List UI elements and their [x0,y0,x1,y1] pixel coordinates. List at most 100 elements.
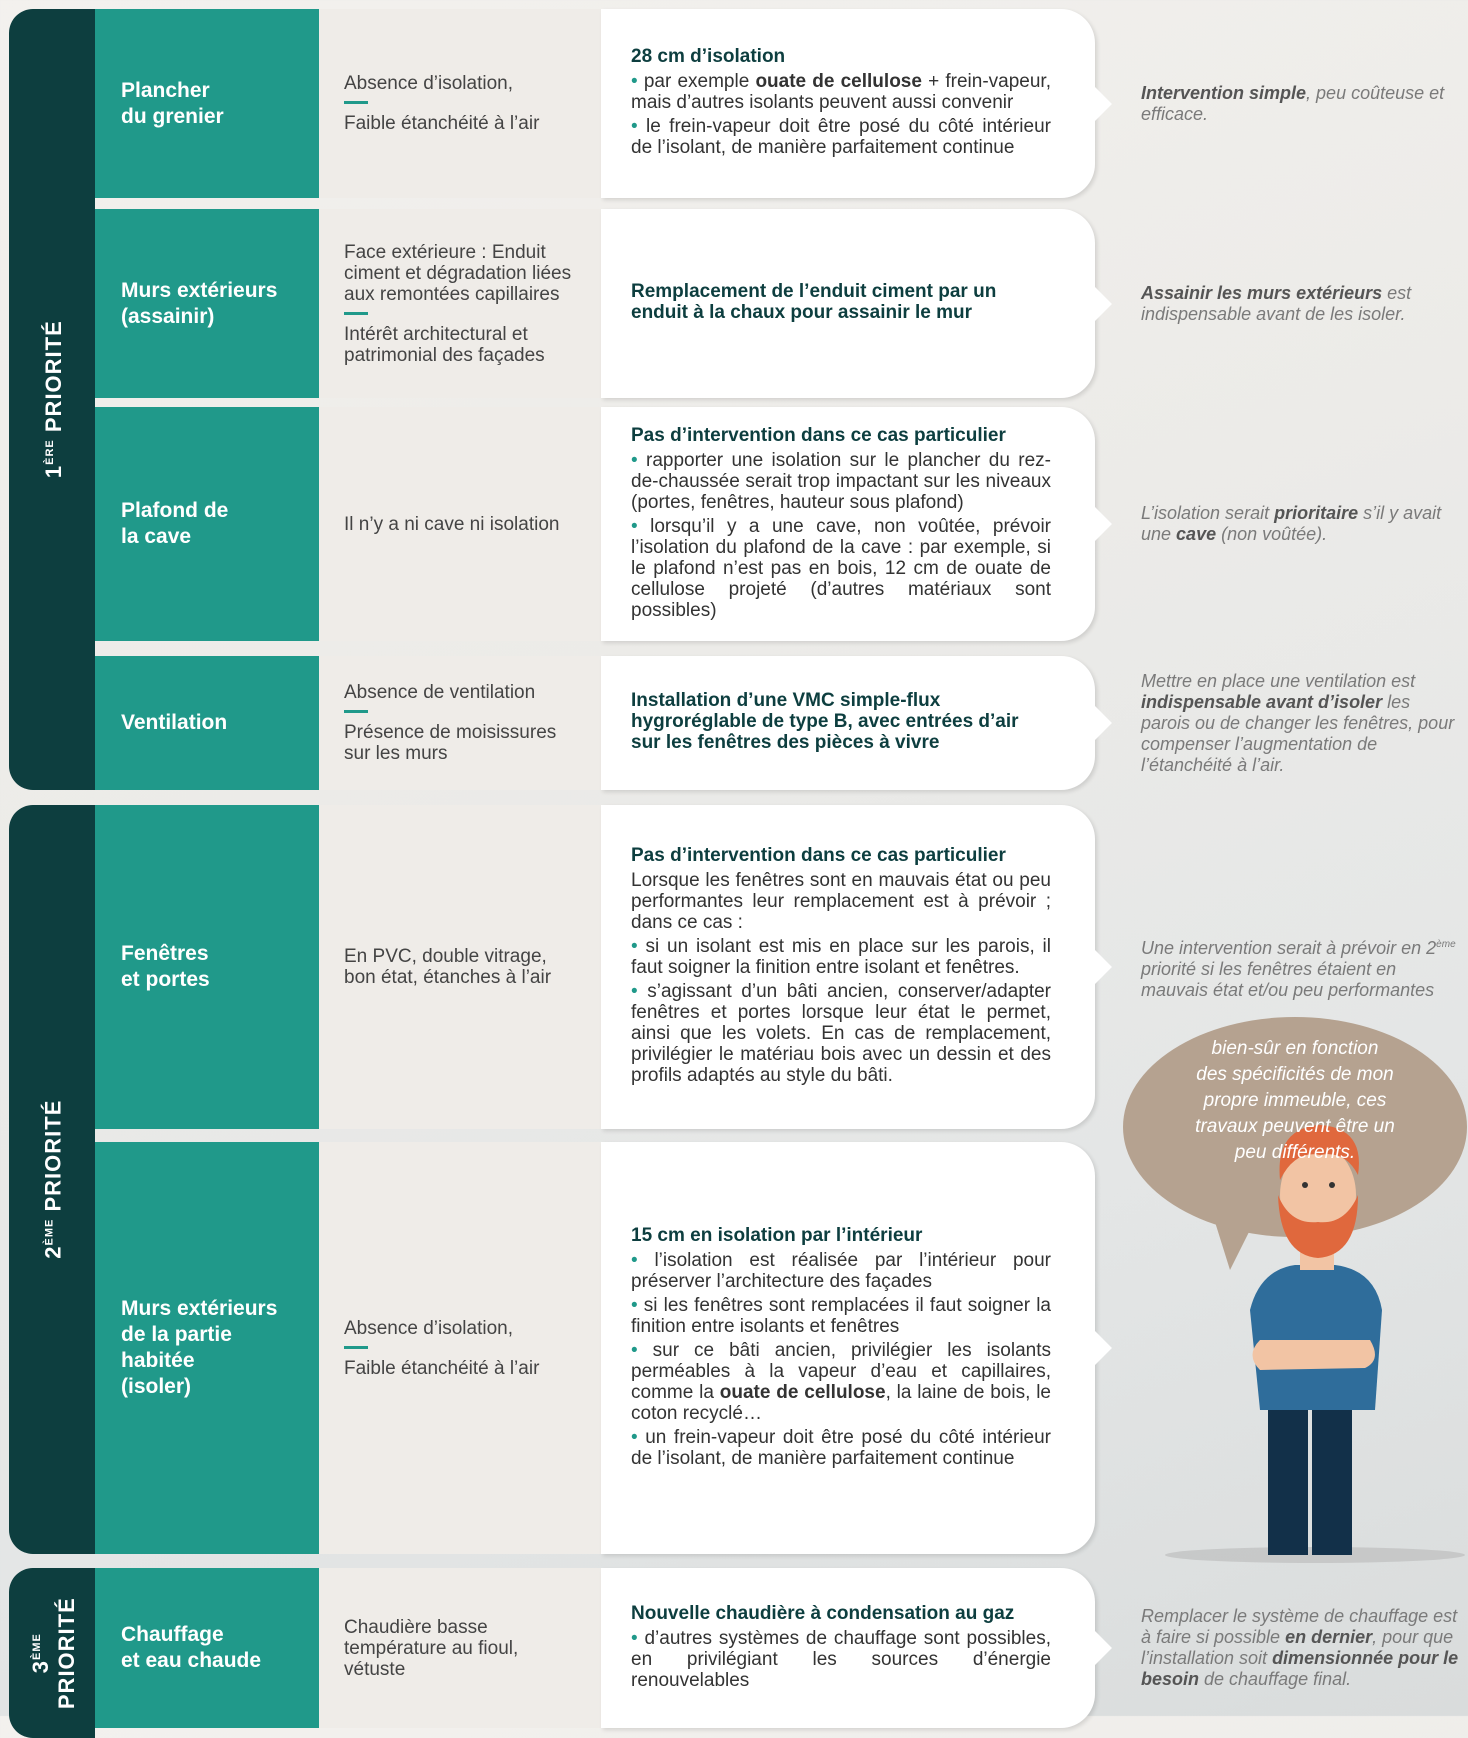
works-paragraph: • sur ce bâti ancien, privilégier les is… [631,1340,1051,1424]
priority-band: 3ÈME PRIORITÉ [9,1568,95,1738]
works-title: Remplacement de l’enduit ciment par un e… [631,280,997,323]
text-run: sur ce bâti ancien, privilégier les isol… [631,1339,1051,1403]
text-run: de chauffage final. [1199,1669,1352,1689]
state-item: Faible étanchéité à l’air [344,113,540,134]
state-item: Intérêt architectural et patrimonial des… [344,323,545,366]
notch [1078,1631,1112,1665]
bold-text: dimensionnée pour le besoin [1141,1648,1459,1689]
priority-label: 1ÈRE PRIORITÉ [37,321,67,479]
comment: Mettre en place une ventilation est indi… [1141,656,1464,790]
illustration: bien-sûr en fonction des spécificités de … [1123,1017,1467,1563]
bullet: • [631,116,638,137]
bold-text: cave [1176,524,1217,544]
comment: Intervention simple, peu coûteuse et eff… [1141,9,1464,198]
priority-number: 3 [28,1659,54,1674]
works-paragraph: • le frein-vapeur doit être posé du côté… [631,116,1051,158]
label-line: Ventilation [121,711,228,734]
text-run: (non voûtée). [1216,524,1328,544]
state-item: Absence d’isolation, [344,73,513,94]
label-line: habitée [121,1349,195,1372]
works-card: Pas d’intervention dans ce cas particuli… [601,407,1112,641]
label-line: Fenêtres [121,942,209,965]
separator [344,101,368,104]
hair [1279,1125,1359,1180]
row-label: Fenêtres et portes [95,805,319,1129]
works-title: Installation d’une VMC simple-flux hygro… [631,689,1019,753]
works-paragraph: • lorsqu’il y a une cave, non voûtée, pr… [631,516,1051,621]
bullet: • [631,515,638,537]
comment-text: Mettre en place une ventilation est indi… [1141,671,1464,776]
text-run: par exemple [637,71,756,92]
separator [344,311,368,315]
state: Absence de ventilation Présence de moisis… [319,656,601,790]
priority-number: 1 [41,465,67,479]
leg [1268,1400,1308,1555]
bullet: • [631,1339,638,1361]
superscript: ème [1436,938,1456,950]
text-run: les parois ou de changer les fenêtres, p… [1141,691,1455,775]
works-paragraph: • s’agissant d’un bâti ancien, conserver… [631,981,1051,1086]
shirt [1250,1265,1382,1410]
eye [1329,1182,1335,1188]
works-title: Nouvelle chaudière à condensation au gaz [631,1602,1015,1624]
label-line: Chauffage [121,1623,224,1646]
beard [1278,1195,1358,1258]
row-label: Murs extérieurs de la partie habitée (isole… [95,1142,319,1554]
works-card: 15 cm en isolation par l’intérieur • l’is… [601,1142,1112,1554]
state-item: Il n’y a ni cave ni isolation [344,513,560,535]
row-label: Plancher du grenier [95,9,319,198]
bullet: • [631,936,638,957]
label-line: Murs extérieurs [121,1297,278,1320]
text-run: L’isolation serait [1141,503,1275,523]
comment-text: Remplacer le système de chauffage est à … [1141,1606,1464,1690]
priority-number: 2 [41,1245,67,1260]
bullet: • [631,1627,638,1649]
text-run: Une intervention serait à prévoir en 2 [1141,937,1437,958]
works-card: Pas d’intervention dans ce cas particuli… [601,805,1112,1129]
works-paragraph: • par exemple ouate de cellulose + frein… [631,71,1051,113]
separator [344,1345,368,1349]
state: Face extérieure : Enduit ciment et dégra… [319,209,601,398]
text-run: si les fenêtres sont remplacées il faut … [631,1294,1051,1337]
bubble-text: bien-sûr en fonction des spécificités de … [1195,1038,1395,1163]
works-paragraph: • d’autres systèmes de chauffage sont po… [631,1628,1051,1691]
priority-label: 3ÈME PRIORITÉ [24,1597,80,1709]
label-line: (isoler) [121,1375,192,1398]
text-run: Mettre en place une ventilation est [1141,670,1416,691]
works-paragraph: Lorsque les fenêtres sont en mauvais éta… [631,870,1051,933]
state-item: Absence de ventilation [344,682,536,703]
label-line: (assainir) [121,304,215,328]
label-line: du grenier [121,104,224,128]
state-item: Chaudière basse température au fioul, vé… [344,1616,519,1680]
bubble-line: des spécificités de mon [1196,1064,1394,1085]
works-title: 15 cm en isolation par l’intérieur [631,1224,923,1246]
bubble-line: travaux peuvent être un [1195,1116,1395,1137]
state-item: Faible étanchéité à l’air [344,1357,540,1379]
bold-text: en dernier [1285,1627,1373,1647]
speech-bubble [1123,1017,1467,1237]
bubble-line: propre immeuble, ces [1203,1090,1387,1111]
notch [1078,86,1112,121]
bold-text: Assainir les murs extérieurs [1141,282,1383,303]
state-item: Face extérieure : Enduit ciment et dégra… [344,241,572,305]
label-line: et eau chaude [121,1649,262,1672]
works-paragraph: • l’isolation est réalisée par l’intérie… [631,1250,1051,1292]
comment-text: Une intervention serait à prévoir en 2èm… [1141,934,1464,1001]
notch [1078,286,1112,321]
priority-word: PRIORITÉ [54,1597,80,1709]
priority-label: 2ÈME PRIORITÉ [37,1100,67,1259]
label-line: la cave [121,525,192,548]
bullet: • [631,449,638,471]
comment: Remplacer le système de chauffage est à … [1141,1568,1464,1728]
text-run: Remplacer le système de chauffage est à … [1141,1606,1458,1647]
comment-text: Intervention simple, peu coûteuse et eff… [1141,83,1464,125]
works-card: Remplacement de l’enduit ciment par un e… [601,209,1112,398]
bullet: • [631,1249,638,1271]
works-paragraph: • si un isolant est mis en place sur les… [631,936,1051,978]
text-run: + frein-vapeur, mais d’autres isolants p… [631,71,1051,113]
state: En PVC, double vitrage, bon état, étanch… [319,805,601,1129]
works-card: 28 cm d’isolation • par exemple ouate de … [601,9,1112,198]
bold-text: Intervention simple [1141,82,1307,103]
works-card: Installation d’une VMC simple-flux hygro… [601,656,1112,790]
